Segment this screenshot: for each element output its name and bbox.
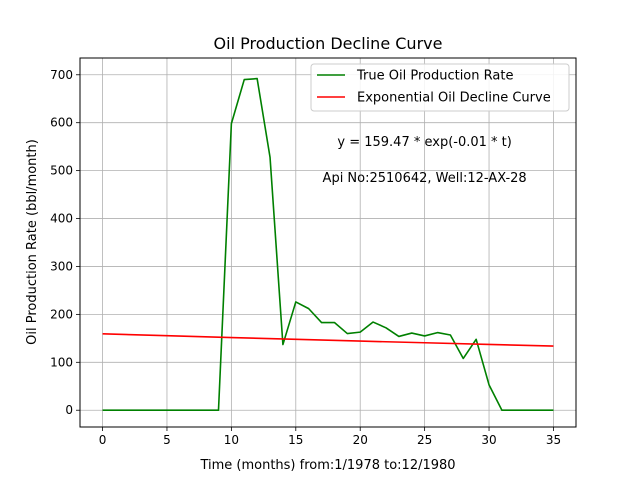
y-axis-label: Oil Production Rate (bbl/month) xyxy=(25,139,40,345)
y-tick-label: 500 xyxy=(50,164,73,178)
series-line-1 xyxy=(102,77,554,412)
x-tick-label: 30 xyxy=(481,433,496,447)
y-tick-label: 200 xyxy=(50,307,73,321)
y-tick-label: 400 xyxy=(50,212,73,226)
x-tick-label: 20 xyxy=(353,433,368,447)
plot-frame xyxy=(79,57,577,428)
y-tick-label: 0 xyxy=(65,403,73,417)
x-tick-label: 10 xyxy=(224,433,239,447)
y-tick-label: 700 xyxy=(50,68,73,82)
y-tick-label: 300 xyxy=(50,259,73,273)
annotation-1: y = 159.47 * exp(-0.01 * t) xyxy=(337,135,511,150)
legend-label-2: Exponential Oil Decline Curve xyxy=(357,91,551,106)
annotations: y = 159.47 * exp(-0.01 * t) Api No:251064… xyxy=(323,135,527,186)
x-axis: 0 5 10 15 20 25 30 35 xyxy=(99,427,561,447)
legend-box xyxy=(310,63,570,112)
legend: True Oil Production Rate Exponential Oil … xyxy=(310,63,570,112)
series-layer xyxy=(102,77,554,412)
y-tick-label: 600 xyxy=(50,116,73,130)
annotation-2: Api No:2510642, Well:12-AX-28 xyxy=(323,171,527,186)
legend-label-1: True Oil Production Rate xyxy=(356,69,513,84)
x-tick-label: 35 xyxy=(546,433,561,447)
y-tick-label: 100 xyxy=(50,355,73,369)
x-tick-label: 0 xyxy=(99,433,107,447)
y-axis: 0 100 200 300 400 500 600 700 xyxy=(50,68,80,417)
chart-title: Oil Production Decline Curve xyxy=(214,34,443,53)
x-tick-label: 5 xyxy=(163,433,171,447)
x-axis-label: Time (months) from:1/1978 to:12/1980 xyxy=(199,458,455,473)
x-tick-label: 15 xyxy=(288,433,303,447)
series-line-2 xyxy=(102,333,554,347)
x-tick-label: 25 xyxy=(417,433,432,447)
